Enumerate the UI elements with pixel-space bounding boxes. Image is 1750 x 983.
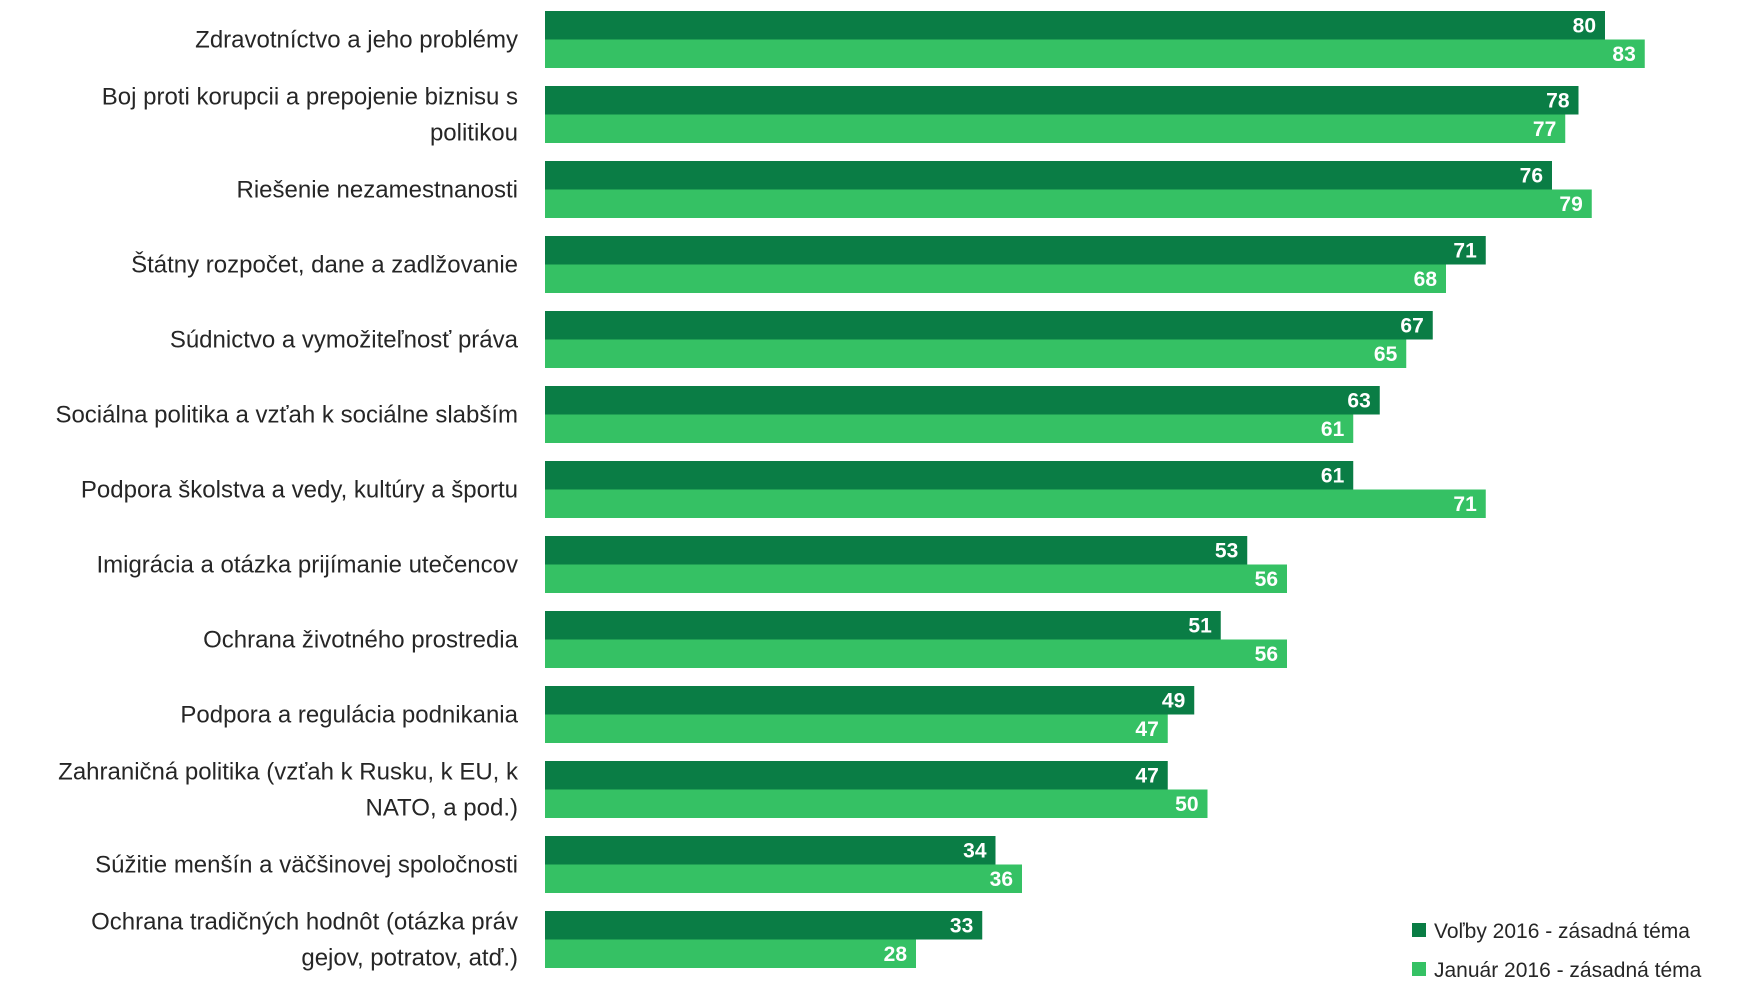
bar-januar-4 (545, 339, 1407, 368)
value-label-volby-6: 61 (1321, 464, 1345, 487)
category-label-9: Podpora a regulácia podnikania (180, 702, 518, 729)
value-label-januar-0: 83 (1612, 43, 1635, 66)
bar-januar-5 (545, 414, 1354, 443)
value-label-volby-3: 71 (1453, 239, 1477, 262)
value-label-januar-2: 79 (1559, 193, 1582, 216)
value-labels: 8083787776797168676563616171535651564947… (884, 14, 1636, 966)
value-label-januar-8: 56 (1255, 643, 1278, 666)
category-label-5: Sociálna politika a vzťah k sociálne sla… (55, 402, 518, 429)
bar-januar-2 (545, 189, 1592, 218)
category-label-2: Riešenie nezamestnanosti (237, 177, 519, 204)
value-label-volby-7: 53 (1215, 539, 1238, 562)
bar-volby-8 (545, 611, 1221, 640)
value-label-volby-9: 49 (1162, 689, 1185, 712)
value-label-januar-4: 65 (1374, 343, 1398, 366)
value-label-januar-9: 47 (1135, 718, 1158, 741)
legend-label-series-1: Január 2016 - zásadná téma (1434, 959, 1702, 982)
bar-januar-11 (545, 864, 1022, 893)
category-label-11: Súžitie menšín a väčšinovej spoločnosti (95, 852, 518, 879)
value-label-volby-0: 80 (1573, 14, 1596, 37)
bar-januar-8 (545, 639, 1287, 668)
category-label-3: Štátny rozpočet, dane a zadlžovanie (131, 251, 518, 279)
bars-layer (545, 11, 1645, 968)
bar-januar-3 (545, 264, 1446, 293)
category-label-4: Súdnictvo a vymožiteľnosť práva (170, 327, 519, 354)
bar-januar-7 (545, 564, 1287, 593)
value-label-januar-11: 36 (990, 868, 1013, 891)
bar-januar-6 (545, 489, 1486, 518)
value-label-volby-8: 51 (1188, 614, 1212, 637)
category-label-8: Ochrana životného prostredia (203, 627, 519, 654)
bar-volby-7 (545, 536, 1248, 565)
bar-volby-4 (545, 311, 1433, 340)
bar-januar-10 (545, 789, 1208, 818)
category-label-6: Podpora školstva a vedy, kultúry a šport… (81, 477, 518, 504)
bar-januar-12 (545, 939, 916, 968)
category-label-1-line-1: politikou (430, 120, 518, 147)
bar-volby-12 (545, 911, 983, 940)
value-label-volby-10: 47 (1135, 764, 1158, 787)
value-label-januar-7: 56 (1255, 568, 1278, 591)
category-label-12-line-1: gejov, potratov, atď.) (301, 945, 518, 972)
legend-swatch-series-1 (1412, 962, 1426, 976)
category-label-10-line-1: NATO, a pod.) (365, 795, 518, 822)
bar-volby-6 (545, 461, 1354, 490)
legend-swatch-series-0 (1412, 923, 1426, 937)
value-label-januar-10: 50 (1175, 793, 1198, 816)
bar-januar-9 (545, 714, 1168, 743)
value-label-volby-11: 34 (963, 839, 987, 862)
bar-januar-0 (545, 39, 1645, 68)
legend-label-series-0: Voľby 2016 - zásadná téma (1434, 920, 1690, 943)
value-label-januar-1: 77 (1533, 118, 1556, 141)
category-label-7: Imigrácia a otázka prijímanie utečencov (96, 552, 518, 579)
category-label-0: Zdravotníctvo a jeho problémy (195, 27, 518, 54)
bar-januar-1 (545, 114, 1566, 143)
category-label-1-line-0: Boj proti korupcii a prepojenie biznisu … (102, 84, 518, 111)
value-label-volby-4: 67 (1400, 314, 1423, 337)
legend: Voľby 2016 - zásadná téma Január 2016 - … (1412, 920, 1702, 982)
value-label-volby-2: 76 (1520, 164, 1543, 187)
value-label-januar-3: 68 (1414, 268, 1438, 291)
value-label-volby-5: 63 (1347, 389, 1370, 412)
value-label-januar-5: 61 (1321, 418, 1345, 441)
bar-volby-3 (545, 236, 1486, 265)
category-labels: Zdravotníctvo a jeho problémy Boj proti k… (55, 27, 519, 972)
value-label-januar-6: 71 (1453, 493, 1477, 516)
value-label-volby-1: 78 (1546, 89, 1570, 112)
bar-volby-5 (545, 386, 1380, 415)
category-label-12-line-0: Ochrana tradičných hodnôt (otázka práv (91, 909, 518, 936)
category-label-10-line-0: Zahraničná politika (vzťah k Rusku, k EU… (58, 759, 519, 786)
value-label-januar-12: 28 (884, 943, 908, 966)
bar-volby-0 (545, 11, 1605, 40)
bar-volby-9 (545, 686, 1195, 715)
value-label-volby-12: 33 (950, 914, 973, 937)
bar-volby-11 (545, 836, 996, 865)
bar-volby-1 (545, 86, 1579, 115)
bar-volby-2 (545, 161, 1552, 190)
bar-volby-10 (545, 761, 1168, 790)
